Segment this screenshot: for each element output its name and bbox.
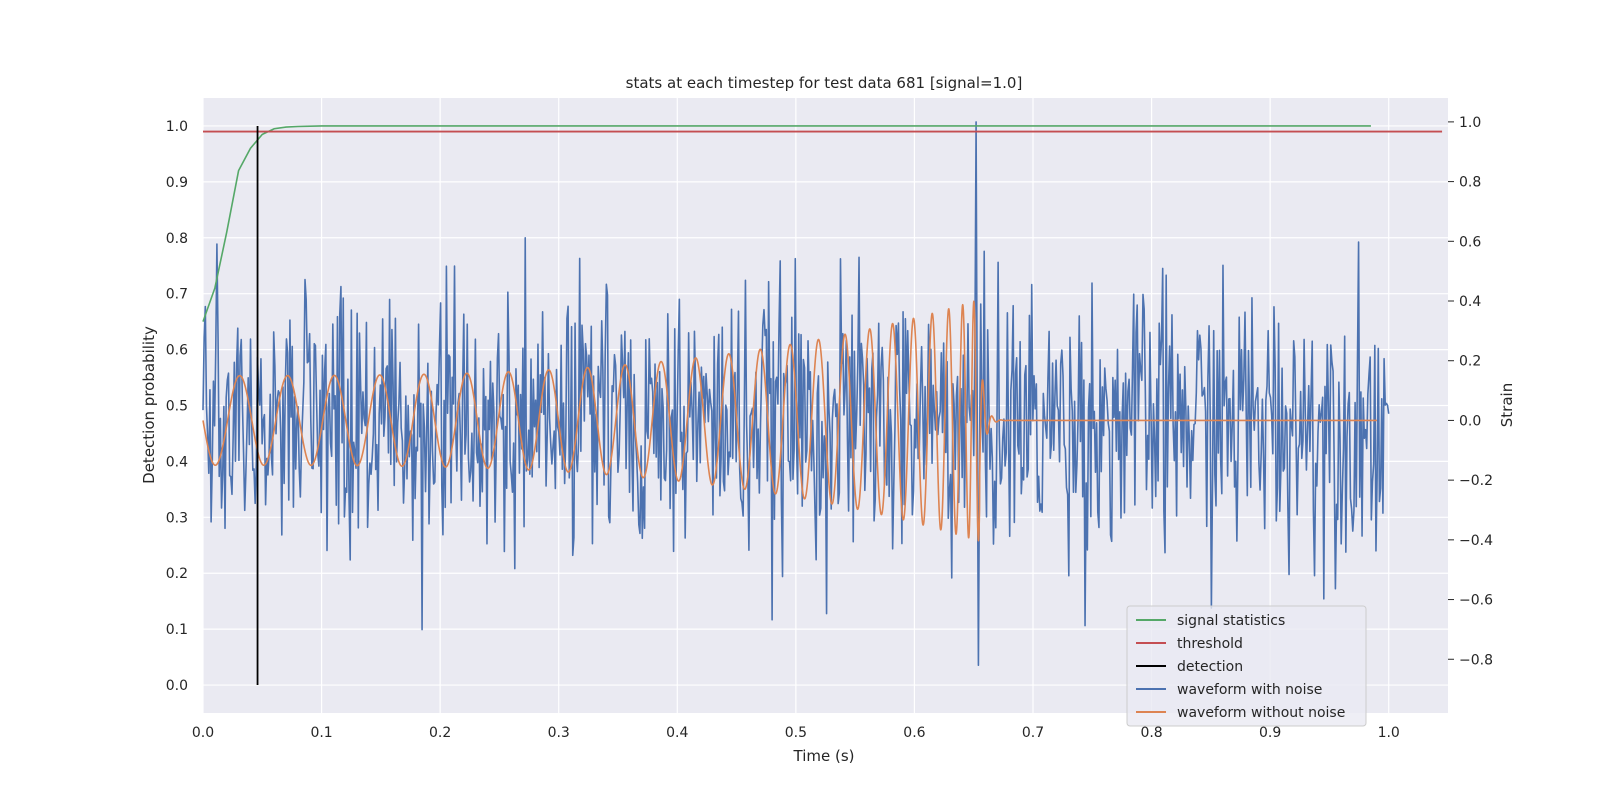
x-axis-label: Time (s): [793, 747, 855, 765]
y-left-tick-label: 0.7: [166, 287, 188, 303]
right-y-axis: −0.8 −0.6 −0.4 −0.2 0.0 0.2 0.4 0.6 0.8 1.0: [1448, 115, 1493, 668]
x-tick-label: 0.5: [785, 725, 807, 741]
y-left-tick-label: 0.6: [166, 343, 188, 359]
y-left-tick-label: 0.9: [166, 175, 188, 191]
series-layer: [202, 121, 1443, 686]
y-left-tick-label: 0.1: [166, 622, 188, 638]
legend-label: detection: [1177, 659, 1243, 675]
y-left-tick-label: 0.2: [166, 566, 188, 582]
x-tick-label: 0.8: [1140, 725, 1162, 741]
legend: signal statistics threshold detection wavef…: [1126, 605, 1367, 727]
x-tick-label: 0.1: [310, 725, 332, 741]
series-signal-statistics: [202, 125, 1371, 322]
right-y-axis-label: Strain: [1498, 383, 1516, 427]
legend-box: [1126, 605, 1367, 727]
y-left-tick-label: 0.5: [166, 399, 188, 415]
series-waveform-without-noise: [202, 300, 1378, 542]
y-right-tick-label: 1.0: [1459, 115, 1481, 131]
y-left-tick-label: 0.3: [166, 510, 188, 526]
x-tick-label: 0.4: [666, 725, 688, 741]
legend-label: signal statistics: [1177, 613, 1285, 629]
y-left-tick-label: 0.0: [166, 678, 188, 694]
y-right-tick-label: −0.2: [1459, 473, 1493, 489]
y-left-tick-label: 0.8: [166, 231, 188, 247]
left-y-axis: 0.0 0.1 0.2 0.3 0.4 0.5 0.6 0.7 0.8 0.9 1.0: [166, 119, 188, 694]
series-waveform-with-noise: [202, 121, 1390, 667]
x-tick-label: 0.2: [429, 725, 451, 741]
y-right-tick-label: 0.0: [1459, 413, 1481, 429]
x-tick-label: 0.0: [192, 725, 214, 741]
chart-title: stats at each timestep for test data 681…: [626, 74, 1023, 92]
y-left-tick-label: 1.0: [166, 119, 188, 135]
legend-label: waveform without noise: [1177, 705, 1345, 721]
x-tick-label: 1.0: [1378, 725, 1400, 741]
y-right-tick-label: 0.6: [1459, 234, 1481, 250]
y-right-tick-label: −0.4: [1459, 533, 1493, 549]
y-left-tick-label: 0.4: [166, 454, 188, 470]
x-tick-label: 0.7: [1022, 725, 1044, 741]
x-tick-label: 0.9: [1259, 725, 1281, 741]
x-axis: 0.0 0.1 0.2 0.3 0.4 0.5 0.6 0.7 0.8 0.9 1.0: [192, 725, 1400, 741]
y-right-tick-label: −0.8: [1459, 652, 1493, 668]
y-right-tick-label: 0.2: [1459, 354, 1481, 370]
x-tick-label: 0.3: [548, 725, 570, 741]
y-right-tick-label: −0.6: [1459, 593, 1493, 609]
x-tick-label: 0.6: [903, 725, 925, 741]
y-right-tick-label: 0.4: [1459, 294, 1481, 310]
y-right-tick-label: 0.8: [1459, 175, 1481, 191]
legend-label: threshold: [1177, 636, 1243, 652]
left-y-axis-label: Detection probability: [140, 326, 158, 484]
legend-label: waveform with noise: [1177, 682, 1322, 698]
